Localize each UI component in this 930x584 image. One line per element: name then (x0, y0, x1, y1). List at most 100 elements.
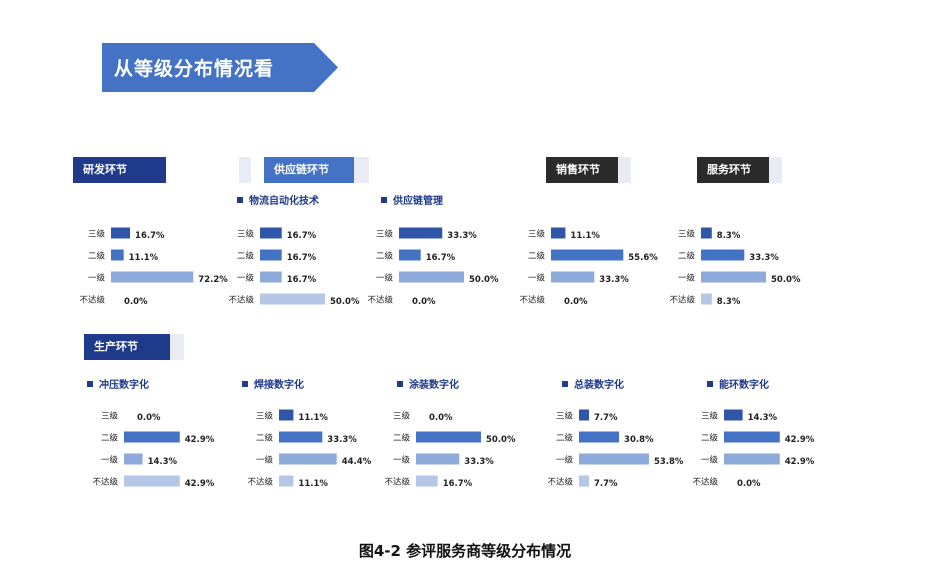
banner-arrow-shape (102, 43, 338, 92)
bullet-square-icon (87, 381, 93, 387)
chart-assembly: 三级 7.7% 二级 30.8% 一级 53.8% 不达级 7.7% (533, 407, 703, 499)
data-label: 42.9% (785, 435, 815, 445)
subtitle-welding-text: 焊接数字化 (254, 380, 304, 391)
bar (399, 271, 464, 283)
category-label: 不达级 (519, 295, 545, 306)
category-label: 一级 (556, 455, 574, 466)
category-label: 三级 (528, 229, 546, 240)
bar (279, 475, 294, 487)
bar (260, 249, 282, 261)
category-label: 一级 (393, 455, 411, 466)
bar (579, 409, 590, 421)
category-label: 二级 (256, 433, 274, 444)
data-label: 42.9% (185, 479, 215, 489)
data-label: 8.3% (717, 297, 741, 307)
data-label: 16.7% (287, 253, 317, 263)
bar (260, 271, 282, 283)
data-label: 53.8% (654, 457, 684, 467)
subtitle-painting: 涂装数字化 (397, 376, 459, 391)
bar (701, 227, 712, 239)
chart-sales: 三级 11.1% 二级 55.6% 一级 33.3% 不达级 0.0% (505, 225, 675, 317)
bar (399, 227, 443, 239)
category-label: 二级 (678, 251, 696, 262)
subtitle-welding: 焊接数字化 (242, 376, 304, 391)
subtitle-assembly: 总装数字化 (562, 376, 624, 391)
bar (279, 453, 337, 465)
category-label: 一级 (528, 273, 546, 284)
category-label: 一级 (701, 455, 719, 466)
subtitle-energy-text: 能环数字化 (719, 380, 769, 391)
category-label: 一级 (101, 455, 119, 466)
subtitle-scm-text: 供应链管理 (393, 196, 443, 207)
bullet-square-icon (237, 197, 243, 203)
bar (279, 409, 294, 421)
subtitle-energy: 能环数字化 (707, 376, 769, 391)
data-label: 44.4% (342, 457, 372, 467)
section-label-rd-text: 研发环节 (73, 157, 166, 183)
bar (724, 453, 780, 465)
data-label: 11.1% (129, 253, 159, 263)
data-label: 16.7% (287, 275, 317, 285)
section-label-service-text: 服务环节 (697, 157, 769, 183)
chart-svg: 三级 16.7% 二级 11.1% 一级 72.2% 不达级 0.0% (79, 227, 228, 307)
subtitle-logistics-text: 物流自动化技术 (249, 196, 319, 207)
category-label: 二级 (237, 251, 255, 262)
subtitle-assembly-text: 总装数字化 (574, 380, 624, 391)
data-label: 0.0% (124, 297, 148, 307)
category-label: 一级 (237, 273, 255, 284)
data-label: 33.3% (464, 457, 494, 467)
section-label-sales-text: 销售环节 (546, 157, 618, 183)
chart-svg: 三级 11.1% 二级 33.3% 一级 44.4% 不达级 11.1% (247, 409, 372, 489)
bar (416, 453, 460, 465)
data-label: 0.0% (737, 479, 761, 489)
category-label: 一级 (678, 273, 696, 284)
data-label: 16.7% (135, 231, 165, 241)
category-label: 不达级 (384, 477, 410, 488)
data-label: 14.3% (748, 413, 778, 423)
section-banner: 从等级分布情况看 (102, 43, 338, 92)
data-label: 0.0% (564, 297, 588, 307)
category-label: 二级 (101, 433, 119, 444)
chart-svg: 三级 16.7% 二级 16.7% 一级 16.7% 不达级 50.0% (228, 227, 360, 307)
category-label: 三级 (101, 411, 119, 422)
category-label: 不达级 (692, 477, 718, 488)
data-label: 33.3% (327, 435, 357, 445)
chart-svg: 三级 0.0% 二级 50.0% 一级 33.3% 不达级 16.7% (384, 411, 516, 490)
category-label: 二级 (556, 433, 574, 444)
bullet-square-icon (397, 381, 403, 387)
bar (579, 453, 649, 465)
chart-rd: 三级 16.7% 二级 11.1% 一级 72.2% 不达级 0.0% (65, 225, 235, 317)
category-label: 二级 (88, 251, 106, 262)
chart-stamping: 三级 0.0% 二级 42.9% 一级 14.3% 不达级 42.9% (78, 407, 248, 499)
data-label: 42.9% (185, 435, 215, 445)
chart-svg: 三级 8.3% 二级 33.3% 一级 50.0% 不达级 8.3% (669, 227, 801, 307)
category-label: 不达级 (228, 295, 254, 306)
chart-svg: 三级 11.1% 二级 55.6% 一级 33.3% 不达级 0.0% (519, 227, 658, 307)
bar (111, 227, 131, 239)
chart-svg: 三级 0.0% 二级 42.9% 一级 14.3% 不达级 42.9% (92, 411, 215, 490)
bar (701, 271, 766, 283)
bar (416, 431, 481, 443)
subtitle-stamping-text: 冲压数字化 (99, 380, 149, 391)
data-label: 33.3% (749, 253, 779, 263)
section-label-rd-tail (239, 157, 251, 183)
data-label: 50.0% (771, 275, 801, 285)
data-label: 50.0% (486, 435, 516, 445)
data-label: 42.9% (785, 457, 815, 467)
data-label: 33.3% (447, 231, 477, 241)
data-label: 0.0% (137, 413, 161, 423)
bar (551, 227, 566, 239)
bar (701, 249, 745, 261)
section-label-supply-text: 供应链环节 (264, 157, 354, 183)
bar (111, 249, 124, 261)
data-label: 8.3% (717, 231, 741, 241)
category-label: 不达级 (669, 295, 695, 306)
bar (701, 293, 712, 305)
category-label: 三级 (393, 411, 411, 422)
chart-logistics: 三级 16.7% 二级 16.7% 一级 16.7% 不达级 50.0% (214, 225, 384, 317)
category-label: 二级 (701, 433, 719, 444)
subtitle-painting-text: 涂装数字化 (409, 380, 459, 391)
bar (260, 227, 282, 239)
data-label: 11.1% (298, 479, 328, 489)
bar (551, 271, 595, 283)
